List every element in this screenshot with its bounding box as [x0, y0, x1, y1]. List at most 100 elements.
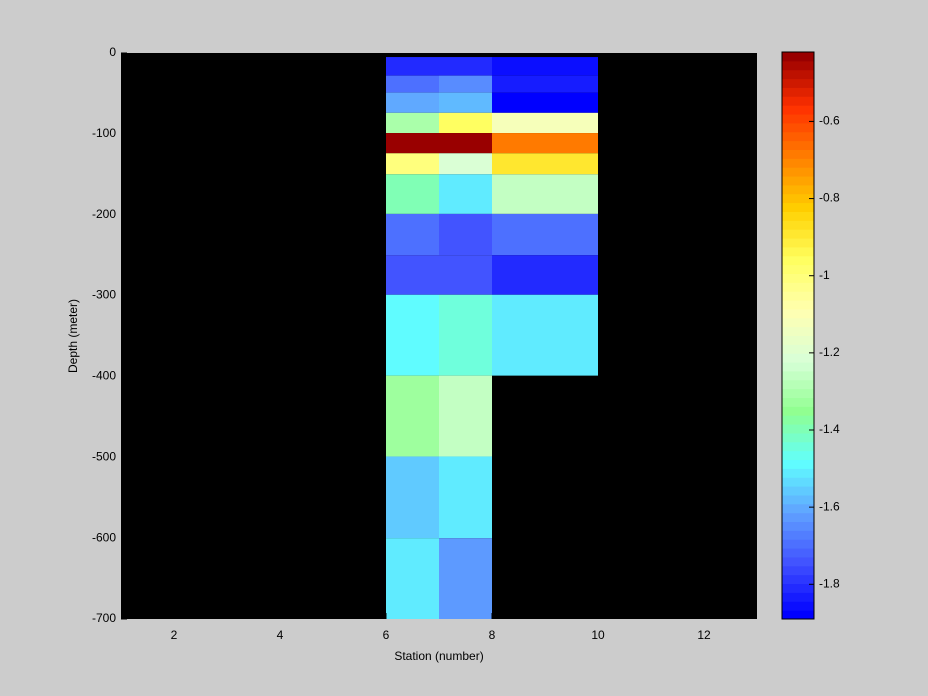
y-tick-label: -400: [92, 369, 116, 383]
heat-cell: [386, 255, 439, 295]
colorbar-step: [782, 158, 814, 168]
heat-cell: [439, 375, 492, 457]
colorbar-step: [782, 344, 814, 354]
heat-cell: [439, 456, 492, 539]
colorbar-step: [782, 512, 814, 523]
x-tick-label: 12: [697, 628, 711, 642]
colorbar-step: [782, 486, 814, 496]
heat-cell: [439, 213, 492, 256]
colorbar-tick-label: -1.2: [819, 345, 840, 359]
colorbar-step: [782, 521, 814, 531]
colorbar-step: [782, 379, 814, 390]
heat-cell: [439, 174, 492, 214]
colorbar-step: [782, 503, 814, 514]
heat-cell: [439, 75, 492, 93]
colorbar-step: [782, 211, 814, 221]
colorbar-step: [782, 326, 814, 336]
heat-cell: [386, 153, 439, 175]
heat-cell: [386, 213, 439, 256]
heat-cell: [492, 174, 598, 214]
y-tick-label: -500: [92, 449, 116, 463]
colorbar-step: [782, 52, 814, 62]
heat-cell: [492, 153, 598, 175]
heat-cell: [439, 112, 492, 134]
colorbar-tick-label: -0.8: [819, 191, 840, 205]
colorbar-step: [782, 317, 814, 328]
colorbar-step: [782, 96, 814, 106]
heat-cell: [492, 255, 598, 295]
colorbar-step: [782, 300, 814, 310]
colorbar-step: [782, 114, 814, 124]
heat-cell: [386, 112, 439, 134]
heat-cell: [386, 456, 439, 539]
colorbar-step: [782, 539, 814, 549]
colorbar-step: [782, 583, 814, 593]
colorbar-step: [782, 122, 814, 133]
y-tick-label: -600: [92, 530, 116, 544]
colorbar-step: [782, 246, 814, 257]
x-axis-label: Station (number): [394, 649, 483, 663]
heat-cell: [492, 57, 598, 76]
colorbar-step: [782, 565, 814, 576]
x-tick-label: 2: [171, 628, 178, 642]
colorbar-step: [782, 282, 814, 292]
colorbar-frame: [781, 51, 815, 620]
colorbar-step: [782, 273, 814, 283]
colorbar-step: [782, 450, 814, 461]
heat-cell: [439, 538, 492, 619]
heat-cell: [439, 92, 492, 113]
colorbar-step: [782, 530, 814, 540]
y-tick-label: -300: [92, 288, 116, 302]
x-tick-label: 8: [489, 628, 496, 642]
colorbar-step: [782, 424, 814, 434]
colorbar-step: [782, 149, 814, 159]
colorbar-step: [782, 220, 814, 230]
y-axis-label: Depth (meter): [66, 299, 80, 373]
colorbar-step: [782, 87, 814, 97]
colorbar-step: [782, 441, 814, 452]
heat-cell: [492, 133, 598, 154]
colorbar-step: [782, 229, 814, 239]
heat-cell: [492, 213, 598, 256]
colorbar-step: [782, 574, 814, 585]
colorbar-step: [782, 308, 814, 319]
colorbar-step: [782, 432, 814, 443]
colorbar-step: [782, 167, 814, 177]
colorbar-step: [782, 415, 814, 425]
heat-cell: [386, 92, 439, 113]
colorbar-step: [782, 353, 814, 363]
heat-cell: [439, 255, 492, 295]
x-tick-label: 4: [277, 628, 284, 642]
heat-cell: [386, 133, 439, 154]
colorbar-step: [782, 69, 814, 80]
colorbar-step: [782, 601, 814, 611]
colorbar-tick-label: -1.6: [819, 499, 840, 513]
colorbar-step: [782, 548, 814, 558]
heat-cell: [386, 294, 439, 376]
colorbar-step: [782, 468, 814, 478]
colorbar-step: [782, 184, 814, 195]
colorbar-step: [782, 105, 814, 115]
heat-cell: [439, 294, 492, 376]
heat-cell: [386, 57, 439, 76]
colorbar-tick-label: -1.8: [819, 576, 840, 590]
colorbar-tick-label: -0.6: [819, 114, 840, 128]
colorbar-step: [782, 60, 814, 71]
y-tick-label: -200: [92, 207, 116, 221]
colorbar-step: [782, 291, 814, 301]
heat-cell: [386, 538, 439, 619]
heat-cell: [492, 75, 598, 93]
colorbar-step: [782, 238, 814, 248]
x-tick-label: 10: [591, 628, 605, 642]
colorbar-step: [782, 556, 814, 567]
colorbar-step: [782, 406, 814, 416]
colorbar-tick-label: -1: [819, 268, 830, 282]
colorbar-step: [782, 610, 814, 620]
colorbar-step: [782, 362, 814, 372]
y-tick-label: 0: [109, 45, 116, 59]
heat-cell: [386, 75, 439, 93]
colorbar-step: [782, 592, 814, 602]
colorbar-step: [782, 397, 814, 407]
heat-cell: [492, 112, 598, 134]
heat-cell: [439, 153, 492, 175]
